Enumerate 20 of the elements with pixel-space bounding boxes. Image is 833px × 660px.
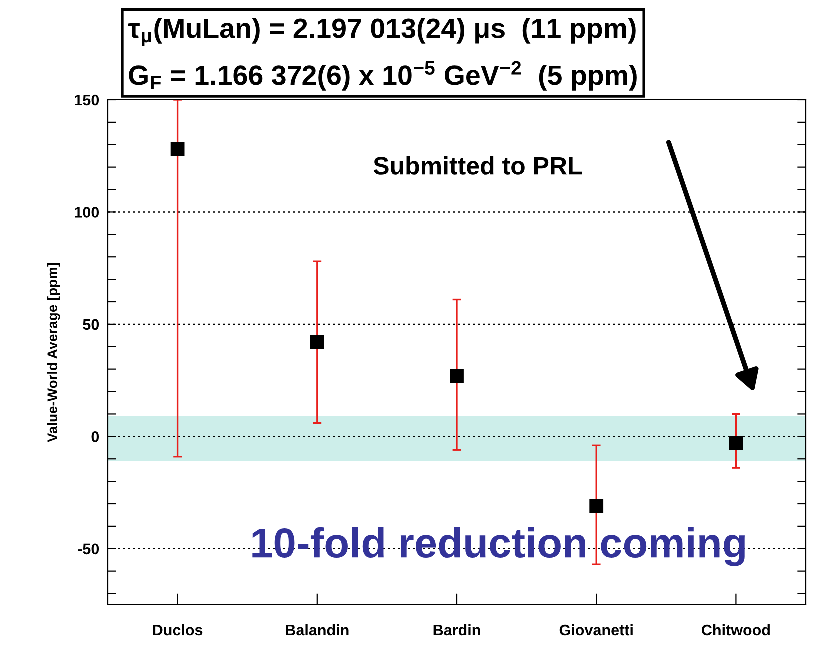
x-tick-label: Duclos xyxy=(153,624,203,636)
x-tick-label: Bardin xyxy=(434,624,480,636)
x-tick-label: Giovanetti xyxy=(560,624,633,636)
y-tick-label: 50 xyxy=(83,319,100,330)
annotation: 10-fold reduction coming xyxy=(252,527,745,566)
point xyxy=(450,369,464,384)
text: τ$_{μ}$(MuLan) = 2.197 013(24) μs (11 ppm) xyxy=(128,18,636,46)
y-axis-title: Value-World Average [ppm] xyxy=(47,263,60,442)
y-tick-label: 100 xyxy=(75,207,100,218)
y-tick-label: 0 xyxy=(92,432,100,442)
point xyxy=(729,436,744,450)
x-tick-label: Balandin xyxy=(286,624,349,636)
point xyxy=(590,499,604,514)
point xyxy=(310,335,324,350)
x-tick-label: Chitwood xyxy=(702,624,770,636)
y-tick-label: -50 xyxy=(78,544,100,555)
point xyxy=(170,142,185,156)
text: G$_{F}$ = 1.166 372(6) x 10$^{−5}$ GeV$^{−2}$ (5 ppm) xyxy=(129,61,637,91)
y-tick-label: 150 xyxy=(75,94,100,106)
annotation: Submitted to PRL xyxy=(374,156,582,175)
